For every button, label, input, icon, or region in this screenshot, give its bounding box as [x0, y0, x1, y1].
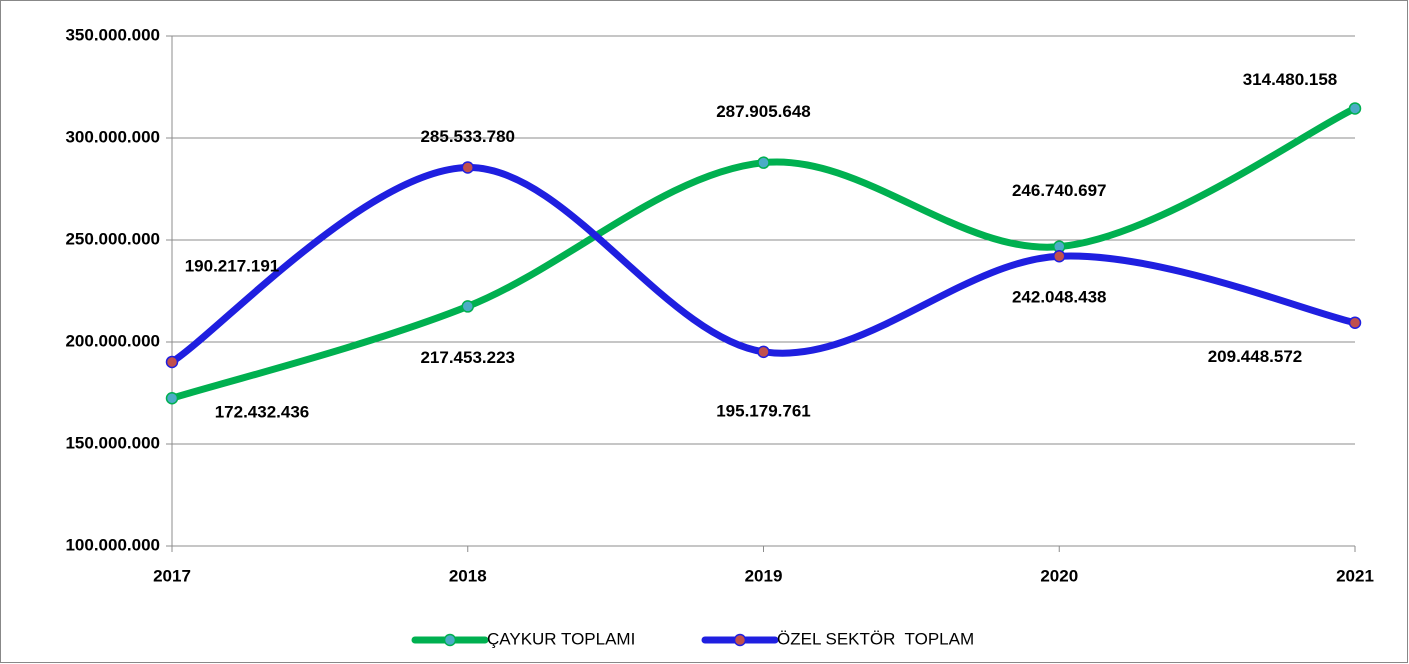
data-label: 314.480.158 — [1243, 70, 1338, 89]
x-tick-label: 2020 — [1040, 566, 1078, 585]
legend-marker — [733, 633, 747, 647]
point-marker — [461, 161, 474, 174]
point-marker — [757, 156, 770, 169]
x-tick-label: 2018 — [449, 566, 487, 585]
series-line — [168, 164, 1359, 366]
point-marker — [757, 345, 770, 359]
x-tick-label: 2019 — [745, 566, 783, 585]
point-marker — [461, 300, 474, 313]
y-tick-label: 150.000.000 — [65, 433, 160, 452]
data-label: 285.533.780 — [420, 127, 515, 146]
data-label: 172.432.436 — [215, 403, 310, 422]
y-tick-label: 350.000.000 — [65, 25, 160, 44]
data-label: 195.179.761 — [716, 401, 811, 420]
y-tick-label: 250.000.000 — [65, 229, 160, 248]
point-marker — [1348, 316, 1362, 329]
y-tick-label: 100.000.000 — [65, 535, 160, 554]
x-tick-label: 2021 — [1336, 566, 1374, 585]
point-marker — [1053, 249, 1066, 263]
data-label: 246.740.697 — [1012, 181, 1107, 200]
legend-label: ÖZEL SEKTÖR TOPLAM — [777, 629, 974, 648]
legend-marker — [443, 633, 457, 647]
point-marker — [165, 355, 179, 369]
point-marker — [1348, 102, 1362, 115]
data-label: 190.217.191 — [185, 256, 280, 275]
y-tick-label: 300.000.000 — [65, 127, 160, 146]
data-label: 217.453.223 — [420, 348, 515, 367]
data-label: 209.448.572 — [1208, 347, 1303, 366]
data-label: 287.905.648 — [716, 102, 811, 121]
legend-label: ÇAYKUR TOPLAMI — [487, 629, 635, 648]
x-tick-label: 2017 — [153, 566, 191, 585]
point-marker — [165, 391, 179, 405]
y-tick-label: 200.000.000 — [65, 331, 160, 350]
data-label: 242.048.438 — [1012, 288, 1107, 307]
